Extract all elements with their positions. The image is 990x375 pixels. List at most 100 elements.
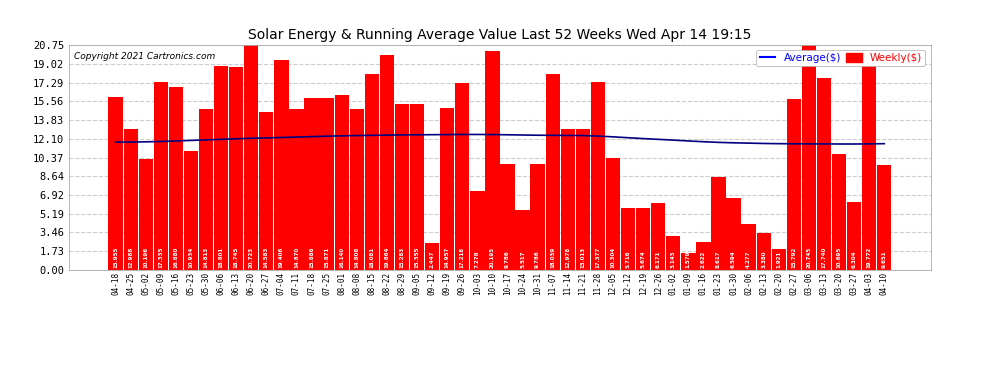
Bar — [576, 129, 590, 270]
Bar — [410, 104, 424, 270]
Bar — [606, 158, 620, 270]
Bar — [470, 191, 484, 270]
Text: 14.813: 14.813 — [204, 247, 209, 268]
Text: 15.355: 15.355 — [415, 247, 420, 268]
Text: 6.171: 6.171 — [655, 251, 660, 268]
Text: 9.786: 9.786 — [536, 251, 541, 268]
Text: 14.870: 14.870 — [294, 247, 299, 268]
Text: 16.880: 16.880 — [173, 247, 178, 268]
Bar — [727, 198, 741, 270]
Text: 14.808: 14.808 — [354, 247, 359, 268]
Bar — [245, 45, 258, 270]
Text: 8.617: 8.617 — [716, 251, 721, 268]
Text: 6.594: 6.594 — [731, 251, 737, 268]
Text: 18.745: 18.745 — [234, 247, 239, 268]
Bar — [153, 82, 168, 270]
Legend: Average($), Weekly($): Average($), Weekly($) — [756, 50, 926, 66]
Bar — [787, 99, 801, 270]
Text: 1.921: 1.921 — [776, 251, 781, 268]
Text: 15.871: 15.871 — [324, 247, 329, 268]
Text: 17.740: 17.740 — [822, 247, 827, 268]
Bar — [756, 233, 771, 270]
Text: 14.957: 14.957 — [445, 247, 449, 268]
Bar — [109, 97, 123, 270]
Text: 2.622: 2.622 — [701, 251, 706, 268]
Text: 12.978: 12.978 — [565, 247, 570, 268]
Bar — [712, 177, 726, 270]
Bar — [199, 110, 213, 270]
Text: 15.283: 15.283 — [400, 247, 405, 268]
Text: 10.695: 10.695 — [837, 247, 842, 268]
Text: 20.723: 20.723 — [248, 247, 253, 268]
Text: 16.140: 16.140 — [340, 247, 345, 268]
Text: 19.864: 19.864 — [384, 247, 389, 268]
Text: 18.081: 18.081 — [369, 247, 374, 268]
Bar — [531, 164, 544, 270]
Bar — [380, 55, 394, 270]
Bar — [877, 165, 891, 270]
Text: 14.583: 14.583 — [263, 247, 269, 268]
Bar — [139, 159, 152, 270]
Bar — [395, 104, 409, 270]
Bar — [696, 242, 711, 270]
Text: 3.380: 3.380 — [761, 251, 766, 268]
Text: 19.772: 19.772 — [866, 247, 872, 268]
Bar — [666, 236, 680, 270]
Text: 5.517: 5.517 — [520, 251, 525, 268]
Text: 15.886: 15.886 — [309, 247, 314, 268]
Text: 15.955: 15.955 — [113, 247, 118, 268]
Text: 10.304: 10.304 — [611, 247, 616, 268]
Text: 18.801: 18.801 — [219, 247, 224, 268]
Bar — [742, 224, 755, 270]
Bar — [229, 67, 244, 270]
Bar — [184, 152, 198, 270]
Bar — [591, 82, 605, 270]
Title: Solar Energy & Running Average Value Last 52 Weeks Wed Apr 14 19:15: Solar Energy & Running Average Value Las… — [248, 28, 751, 42]
Text: 18.039: 18.039 — [550, 247, 555, 268]
Bar — [651, 203, 665, 270]
Bar — [802, 45, 816, 270]
Bar — [335, 95, 348, 270]
Bar — [681, 253, 696, 270]
Text: 1.579: 1.579 — [686, 251, 691, 268]
Text: 17.377: 17.377 — [595, 247, 600, 268]
Bar — [771, 249, 786, 270]
Text: 20.745: 20.745 — [807, 247, 812, 268]
Text: 9.651: 9.651 — [882, 251, 887, 268]
Bar — [847, 202, 861, 270]
Text: Copyright 2021 Cartronics.com: Copyright 2021 Cartronics.com — [73, 52, 215, 61]
Text: 5.716: 5.716 — [626, 251, 631, 268]
Bar — [274, 60, 288, 270]
Text: 19.406: 19.406 — [279, 247, 284, 268]
Bar — [636, 209, 650, 270]
Bar — [259, 112, 273, 270]
Text: 7.278: 7.278 — [475, 251, 480, 268]
Bar — [560, 129, 575, 270]
Bar — [425, 243, 440, 270]
Bar — [289, 109, 304, 270]
Text: 6.304: 6.304 — [851, 251, 856, 268]
Text: 10.934: 10.934 — [188, 247, 193, 268]
Bar — [516, 210, 530, 270]
Text: 13.013: 13.013 — [580, 247, 585, 268]
Text: 17.335: 17.335 — [158, 247, 163, 268]
Bar — [817, 78, 832, 270]
Text: 15.792: 15.792 — [791, 247, 796, 268]
Bar — [168, 87, 183, 270]
Text: 9.786: 9.786 — [505, 251, 510, 268]
Bar — [621, 208, 636, 270]
Bar — [320, 98, 334, 270]
Bar — [862, 56, 876, 270]
Bar — [832, 154, 846, 270]
Bar — [440, 108, 454, 270]
Bar — [124, 129, 138, 270]
Text: 3.143: 3.143 — [671, 251, 676, 268]
Text: 4.277: 4.277 — [746, 251, 751, 268]
Text: 10.196: 10.196 — [144, 247, 148, 268]
Text: 20.195: 20.195 — [490, 247, 495, 268]
Bar — [214, 66, 229, 270]
Text: 2.447: 2.447 — [430, 251, 435, 268]
Text: 17.218: 17.218 — [459, 247, 464, 268]
Bar — [349, 110, 364, 270]
Bar — [364, 74, 379, 270]
